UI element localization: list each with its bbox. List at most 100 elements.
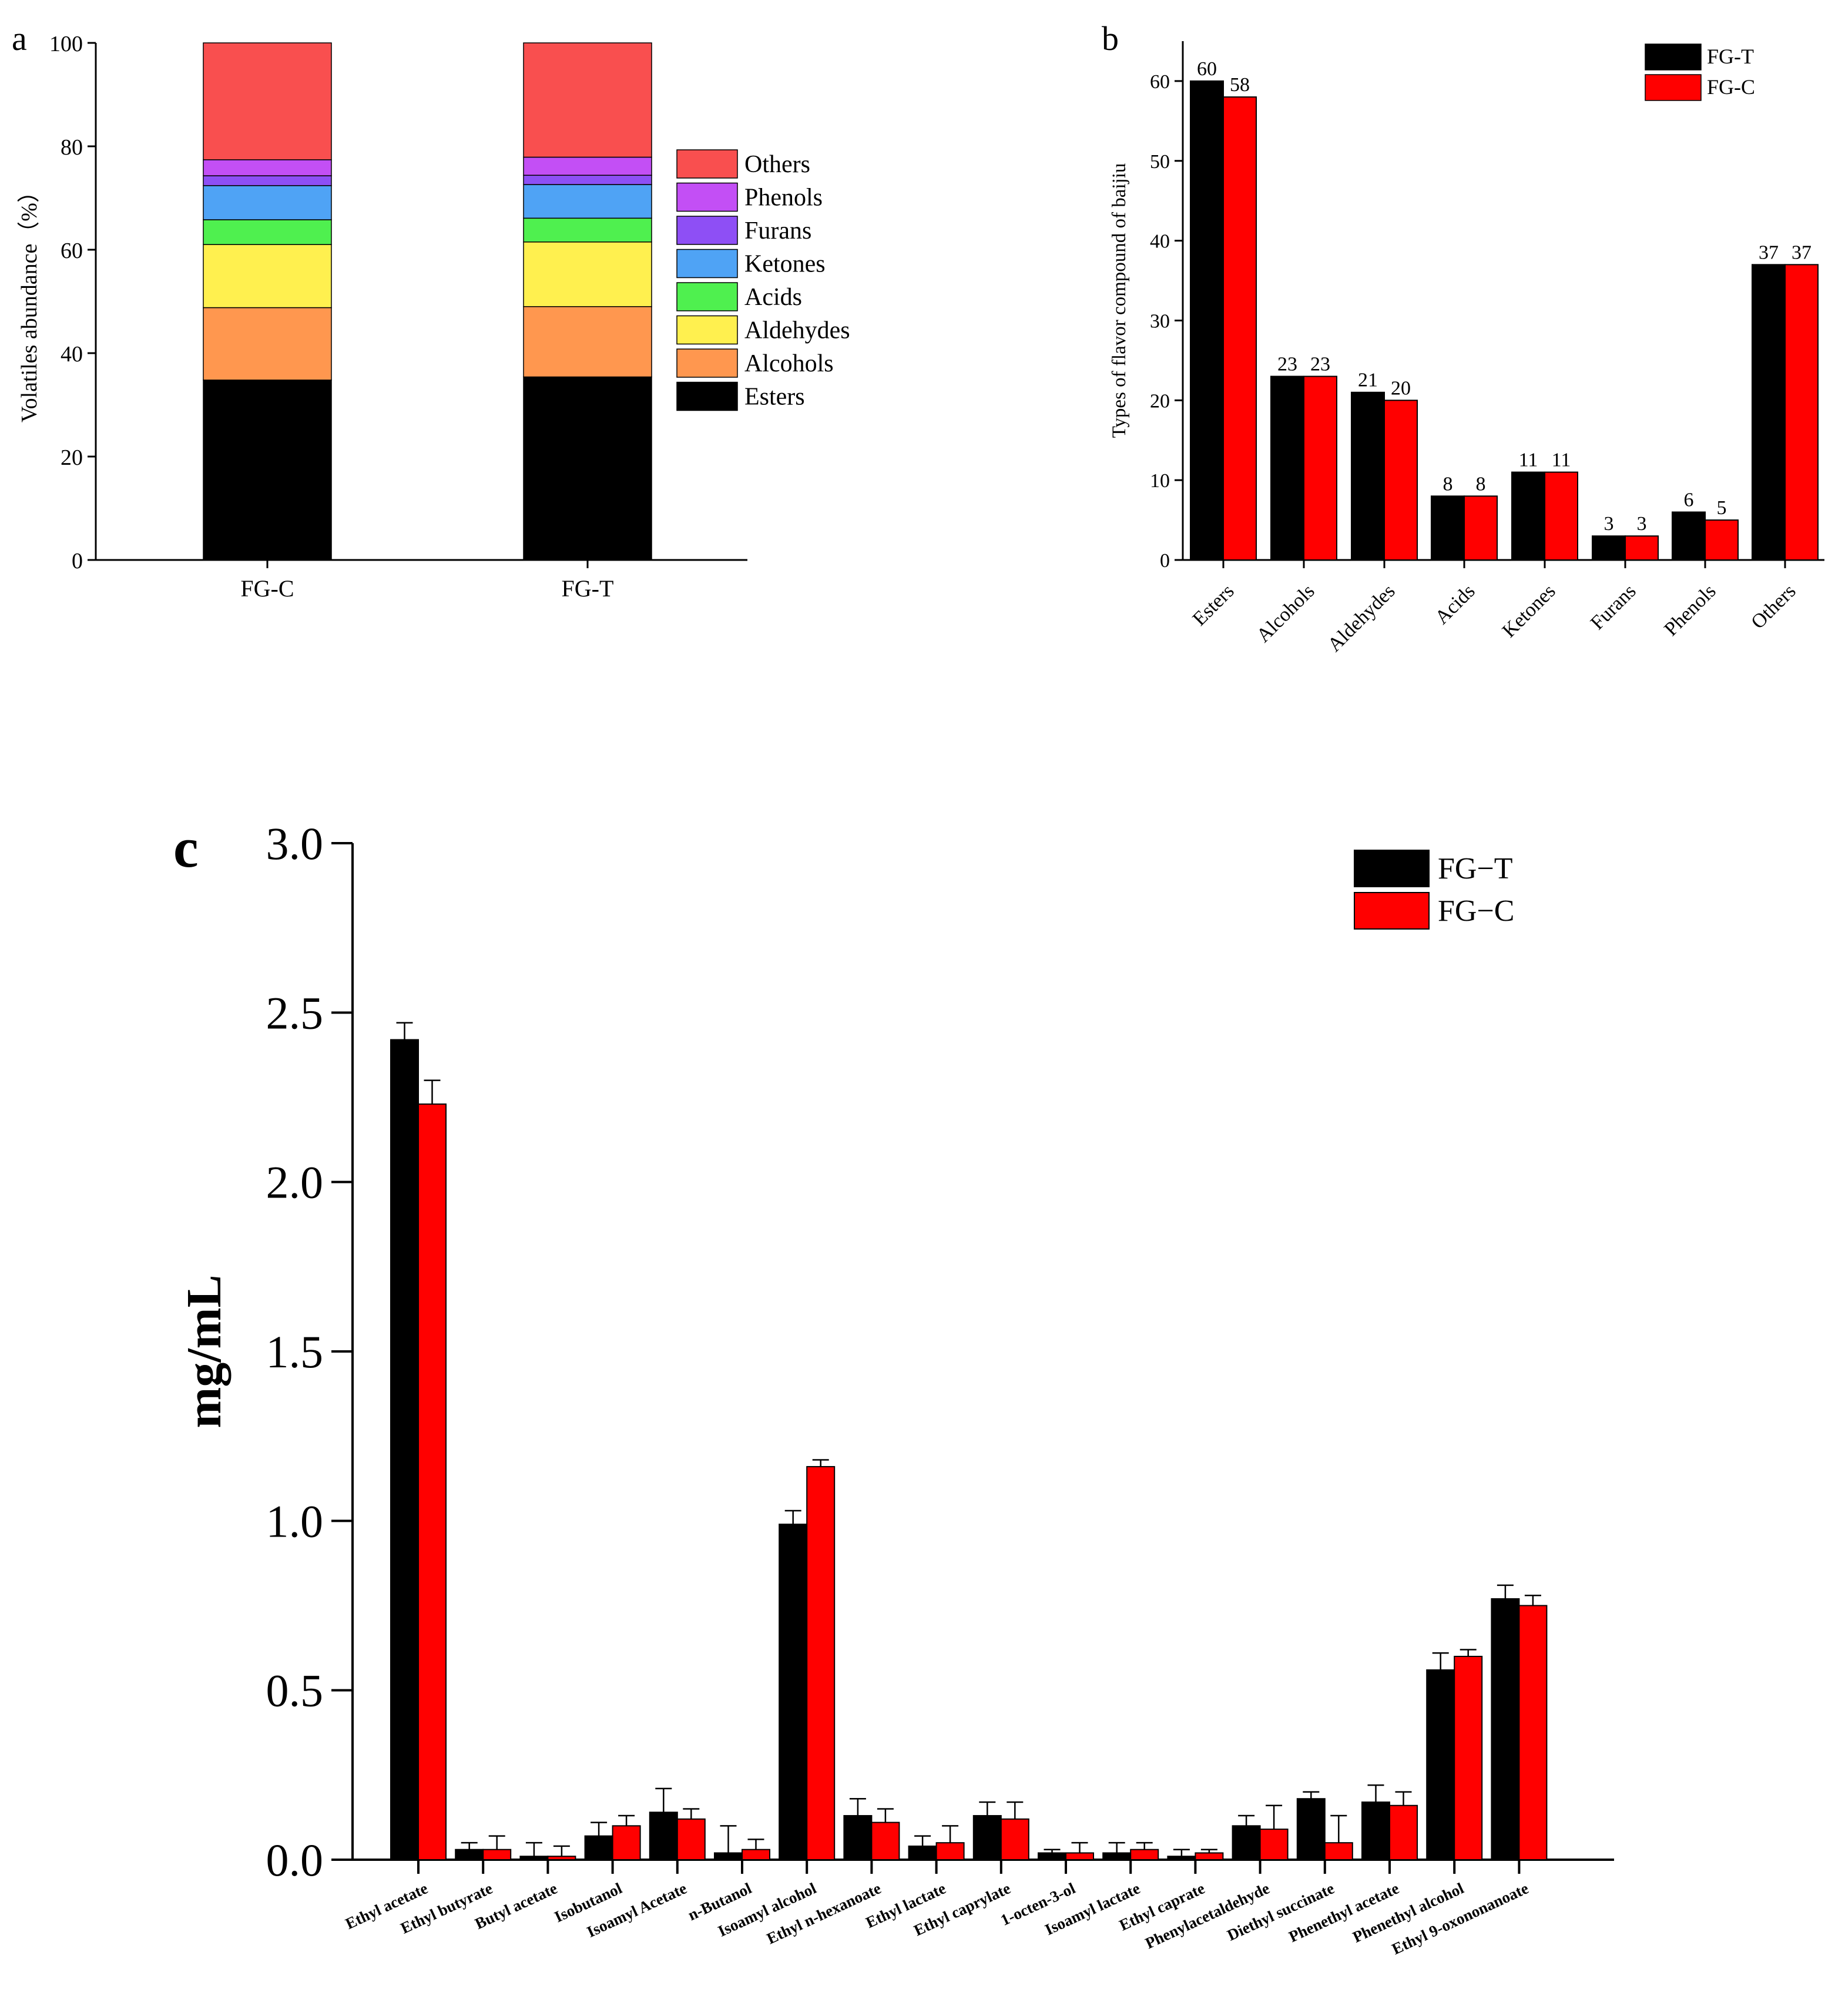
chart-c-y-tick-label: 2.0 [266, 1157, 324, 1208]
chart-c-bar-fg-c-isobutanol [612, 1825, 641, 1860]
chart-c-y-tick-label: 1.0 [266, 1495, 324, 1547]
chart-b-data-label-fg-c-others: 37 [1792, 241, 1811, 263]
chart-c-legend-label-fg-c: FG−C [1438, 894, 1514, 928]
chart-a-bar-segment-ketones-fg-c [203, 185, 332, 220]
chart-b-bar-fg-c-others [1784, 264, 1819, 561]
chart-a-bar-segment-alcohols-fg-t [523, 306, 652, 378]
chart-a-legend-label-acids: Acids [744, 284, 802, 311]
chart-a-legend-swatch-esters [676, 381, 738, 411]
chart-b-data-label-fg-t-aldehydes: 21 [1358, 370, 1378, 391]
chart-a-bar-segment-phenols-fg-c [203, 159, 332, 176]
chart-a-y-tick-label: 80 [61, 135, 83, 160]
chart-c-bar-fg-t-1-octen-3-ol [1038, 1852, 1066, 1860]
chart-c-bar-fg-t-ethyl-lactate [908, 1845, 937, 1861]
chart-b-bar-fg-c-esters [1223, 96, 1257, 561]
chart-a-legend-label-aldehydes: Aldehydes [744, 317, 850, 344]
chart-c-bar-fg-c-n-butanol [742, 1849, 770, 1860]
chart-b-data-label-fg-t-ketones: 11 [1519, 450, 1538, 471]
chart-c-bar-fg-c-ethyl-butyrate [482, 1849, 512, 1860]
chart-b-data-label-fg-t-phenols: 6 [1684, 489, 1694, 511]
chart-a-y-axis-title: Volatiles abundance（%） [17, 180, 42, 422]
chart-b-legend-swatch-fg-c [1645, 74, 1702, 101]
chart-c-bar-fg-c-isoamyl-lactate [1130, 1849, 1159, 1860]
chart-c-bar-fg-c-phenethyl-alcohol [1454, 1656, 1483, 1860]
chart-a-y-tick-label: 0 [72, 549, 83, 573]
panel-label-c: c [173, 816, 199, 879]
chart-c-bar-fg-c-ethyl-n-hexanoate [871, 1822, 900, 1860]
chart-c-bar-fg-t-ethyl-caprate [1167, 1856, 1196, 1861]
chart-b-y-tick-label: 60 [1150, 71, 1170, 93]
chart-b-bar-fg-c-furans [1625, 535, 1659, 561]
chart-c-bar-fg-t-butyl-acetate [519, 1856, 549, 1861]
chart-a-stacked-volatiles: 0 20 40 60 80 100 Volatiles abundance（%） FG-C FG… [17, 32, 850, 602]
chart-b-data-label-fg-c-acids: 8 [1476, 473, 1486, 495]
chart-a-legend-swatch-others [676, 149, 738, 179]
chart-a-bar-segment-alcohols-fg-c [203, 307, 332, 381]
chart-a-y-tick-label: 60 [61, 239, 83, 263]
chart-a-x-tick-label-fg-c: FG-C [240, 575, 294, 602]
chart-a-legend-label-esters: Esters [744, 384, 805, 411]
chart-a-bar-segment-esters-fg-c [203, 380, 332, 561]
chart-b-legend-label-fg-t: FG-T [1707, 45, 1754, 68]
chart-b-data-label-fg-c-furans: 3 [1637, 513, 1647, 535]
chart-c-bar-fg-t-isoamyl-alcohol [779, 1524, 808, 1861]
chart-c-bar-fg-c-ethyl-9-oxononanoate [1518, 1605, 1548, 1860]
chart-c-y-tick-label: 0.0 [266, 1834, 324, 1886]
chart-b-y-tick-label: 50 [1150, 151, 1170, 173]
chart-c-bar-fg-t-phenethyl-alcohol [1426, 1669, 1455, 1860]
chart-a-legend-label-others: Others [744, 151, 810, 178]
chart-a-y-tick-label: 40 [61, 342, 83, 367]
chart-a-bar-segment-acids-fg-c [203, 219, 332, 245]
chart-c-y-tick-label: 2.5 [266, 987, 324, 1038]
chart-a-bar-segment-furans-fg-c [203, 175, 332, 186]
chart-c-bar-fg-t-isoamyl-acetate [649, 1812, 678, 1860]
chart-b-data-label-fg-t-alcohols: 23 [1277, 354, 1297, 375]
chart-c-y-tick-label: 3.0 [266, 818, 324, 869]
chart-b-y-tick-label: 10 [1150, 470, 1170, 492]
chart-a-y-tick-label: 20 [61, 445, 83, 470]
chart-c-bar-fg-c-phenylacetaldehyde [1259, 1829, 1289, 1861]
chart-a-bar-segment-aldehydes-fg-t [523, 241, 652, 307]
chart-b-y-tick-label: 40 [1150, 231, 1170, 253]
chart-b-bar-fg-c-phenols [1705, 519, 1739, 561]
chart-b-y-tick-label: 30 [1150, 310, 1170, 332]
chart-c-bar-fg-c-phenethyl-acetate [1389, 1804, 1418, 1861]
chart-b-bar-fg-t-alcohols [1270, 375, 1304, 561]
chart-c-bar-fg-t-phenethyl-acetate [1361, 1801, 1390, 1860]
chart-c-bar-fg-t-isobutanol [584, 1835, 613, 1860]
chart-a-bar-segment-acids-fg-t [523, 217, 652, 243]
chart-c-bar-fg-c-diethyl-succinate [1324, 1842, 1353, 1861]
chart-b-bar-fg-t-aldehydes [1351, 391, 1385, 561]
chart-a-x-tick-label-fg-t: FG-T [562, 575, 614, 602]
chart-b-legend-label-fg-c: FG-C [1707, 75, 1755, 99]
chart-c-bar-fg-c-1-octen-3-ol [1065, 1852, 1094, 1860]
chart-c-bar-fg-t-phenylacetaldehyde [1232, 1825, 1261, 1860]
chart-b-bar-fg-c-alcohols [1303, 375, 1337, 561]
chart-a-y-tick-label: 100 [49, 32, 83, 56]
chart-a-bar-segment-others-fg-t [523, 42, 652, 158]
chart-a-legend-label-alcohols: Alcohols [744, 350, 834, 377]
chart-c-y-axis-title: mg/mL [177, 1274, 232, 1428]
chart-c-legend-swatch-fg-c [1354, 892, 1430, 930]
chart-b-bar-fg-t-phenols [1672, 511, 1706, 561]
chart-a-bar-segment-phenols-fg-t [523, 156, 652, 176]
chart-c-bar-fg-c-isoamyl-alcohol [806, 1466, 836, 1860]
chart-b-bar-fg-t-others [1752, 264, 1786, 561]
chart-b-bar-fg-c-ketones [1544, 471, 1578, 561]
chart-b-y-axis-title: Types of flavor compound of baijiu [1109, 163, 1130, 438]
chart-c-bar-fg-t-ethyl-9-oxononanoate [1491, 1598, 1520, 1860]
chart-b-data-label-fg-c-alcohols: 23 [1310, 354, 1330, 375]
chart-a-legend-swatch-aldehydes [676, 315, 738, 345]
chart-b-data-label-fg-c-esters: 58 [1230, 74, 1250, 96]
chart-c-bar-fg-t-n-butanol [714, 1852, 743, 1860]
chart-c-bar-fg-t-ethyl-acetate [390, 1039, 419, 1860]
panel-label-a: a [12, 19, 27, 58]
chart-c-bar-fg-t-ethyl-caprylate [972, 1815, 1002, 1861]
chart-c-bar-fg-c-ethyl-caprate [1195, 1852, 1224, 1860]
chart-b-data-label-fg-c-aldehydes: 20 [1391, 377, 1411, 399]
chart-a-bar-segment-esters-fg-t [523, 376, 652, 561]
chart-c-legend-swatch-fg-t [1354, 850, 1430, 887]
chart-a-legend-swatch-furans [676, 216, 738, 245]
chart-b-bar-fg-t-acids [1431, 495, 1465, 561]
